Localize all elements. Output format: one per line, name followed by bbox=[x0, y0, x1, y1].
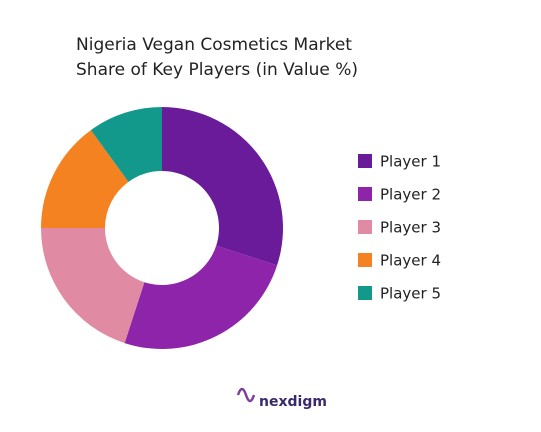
legend-swatch bbox=[358, 253, 372, 267]
watermark: nexdigm bbox=[259, 394, 327, 410]
legend-label: Player 3 bbox=[380, 219, 441, 237]
legend-swatch bbox=[358, 286, 372, 300]
donut-slice bbox=[41, 130, 129, 228]
legend-swatch bbox=[358, 154, 372, 168]
legend-label: Player 4 bbox=[380, 252, 441, 270]
logo-icon bbox=[236, 387, 256, 403]
legend-label: Player 2 bbox=[380, 186, 441, 204]
legend-swatch bbox=[358, 220, 372, 234]
donut-slice bbox=[41, 228, 145, 344]
legend-label: Player 5 bbox=[380, 285, 441, 303]
legend-swatch bbox=[358, 187, 372, 201]
chart-title-line: Share of Key Players (in Value %) bbox=[76, 60, 358, 80]
legend-label: Player 1 bbox=[380, 153, 441, 171]
donut-slice bbox=[90, 107, 162, 182]
donut-slice bbox=[124, 245, 278, 349]
chart-title-line: Nigeria Vegan Cosmetics Market bbox=[76, 35, 352, 55]
donut-slice bbox=[162, 107, 283, 266]
